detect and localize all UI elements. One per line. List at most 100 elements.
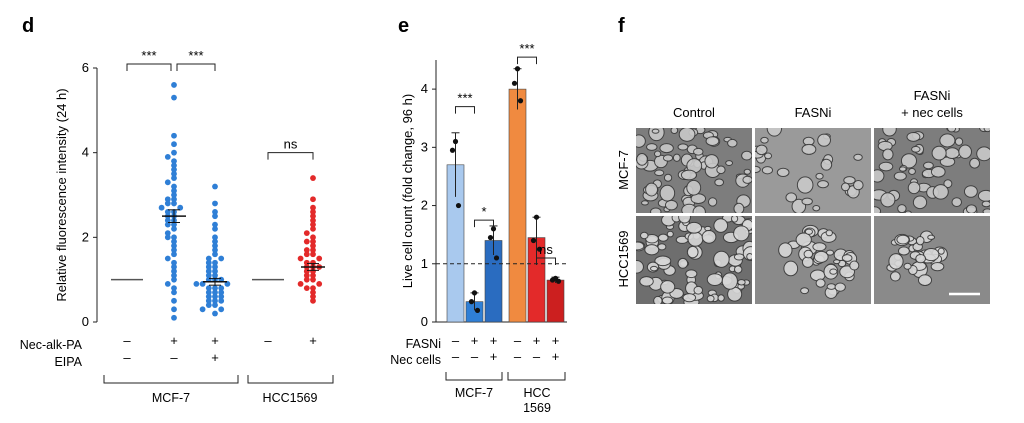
panel-letter-f: f [618, 15, 625, 37]
cell-line-bracket [247, 375, 334, 384]
cell-shape [660, 280, 676, 294]
cell-shape [654, 255, 672, 267]
cell-shape [733, 225, 750, 242]
data-point [212, 209, 218, 215]
cell-shape [743, 168, 751, 175]
column-label-plus-nec-cells: + nec cells [901, 105, 963, 120]
cell-shape [826, 283, 837, 290]
data-point [177, 204, 184, 211]
data-point [212, 213, 218, 220]
cell-line-label-mcf7: MCF-7 [152, 391, 190, 405]
cell-shape [878, 161, 894, 172]
data-point [517, 98, 524, 104]
cell-shape [678, 216, 691, 224]
data-point [218, 255, 225, 262]
data-point [212, 200, 218, 207]
cell-shape [701, 229, 717, 244]
cell-shape [904, 210, 912, 213]
data-point [171, 297, 177, 304]
condition-symbol-fasni: + [552, 333, 560, 348]
cell-line-bracket [445, 372, 503, 381]
data-point [310, 213, 316, 220]
data-point [205, 268, 212, 275]
data-point [310, 225, 316, 232]
cell-line-label-mcf7: MCF-7 [455, 386, 493, 400]
data-point [205, 255, 212, 262]
cell-shape [954, 137, 964, 146]
cell-shape [882, 148, 894, 161]
data-point [212, 238, 218, 245]
cell-shape [707, 197, 718, 207]
y-tick-label: 1 [421, 256, 428, 271]
micrograph-hcc1569-col1 [755, 216, 871, 304]
cell-shape [900, 153, 918, 169]
column-label-fasni: FASNi [795, 105, 832, 120]
data-point [530, 237, 537, 244]
data-point [171, 242, 177, 249]
cell-shape [705, 136, 720, 146]
data-point [310, 247, 316, 253]
data-point [310, 272, 316, 279]
cell-shape [965, 204, 977, 213]
cell-shape [733, 253, 745, 261]
micrograph-mcf-7-col1 [755, 128, 871, 213]
data-point [316, 255, 323, 262]
cell-shape [677, 143, 689, 151]
cell-shape [888, 253, 904, 270]
data-point [171, 196, 177, 203]
cell-shape [829, 268, 838, 275]
condition-symbol-nec: + [490, 349, 498, 364]
cell-shape [741, 150, 752, 161]
cell-shape [801, 143, 817, 155]
data-point [164, 255, 171, 262]
condition-symbol-fasni: – [452, 333, 460, 348]
cell-shape [932, 184, 949, 200]
significance-label: *** [519, 41, 534, 56]
data-point [171, 247, 177, 253]
data-point [171, 183, 177, 190]
cell-shape [644, 244, 660, 256]
cell-shape [896, 234, 910, 245]
data-point [310, 209, 316, 215]
micrograph-mcf-7-col0 [636, 128, 752, 213]
cell-shape [911, 145, 921, 153]
cell-shape [649, 265, 659, 272]
significance-bracket [267, 152, 314, 160]
cell-shape [841, 254, 853, 262]
data-point [310, 289, 316, 296]
data-point [205, 259, 212, 266]
data-point [171, 82, 177, 88]
data-point [171, 94, 177, 101]
condition-symbol-nec: – [123, 333, 131, 348]
cell-shape [727, 138, 738, 148]
condition-symbol-nec: + [309, 333, 317, 348]
data-point [164, 196, 171, 203]
cell-shape [672, 153, 681, 162]
cell-shape [666, 230, 674, 238]
condition-symbol-nec: – [264, 333, 272, 348]
data-point [171, 166, 177, 173]
y-tick-label: 0 [421, 314, 428, 329]
data-point [303, 259, 310, 266]
data-point [297, 281, 304, 287]
cell-shape [951, 197, 963, 208]
cell-shape [923, 161, 934, 170]
data-point [199, 306, 206, 313]
cell-shape [721, 272, 738, 290]
cell-shape [713, 218, 729, 233]
cell-shape [659, 184, 676, 202]
cell-shape [890, 271, 901, 282]
cell-shape [717, 294, 725, 302]
cell-shape [639, 231, 649, 240]
data-point [487, 234, 494, 241]
cell-shape [882, 128, 897, 137]
data-point [164, 179, 171, 186]
cell-shape [725, 160, 734, 166]
data-point [171, 259, 177, 266]
cell-shape [812, 204, 821, 212]
data-point [310, 221, 316, 228]
cell-shape [776, 167, 790, 178]
condition-symbol-nec: + [170, 333, 178, 348]
condition-symbol-nec: – [452, 349, 460, 364]
cell-shape [636, 134, 646, 148]
